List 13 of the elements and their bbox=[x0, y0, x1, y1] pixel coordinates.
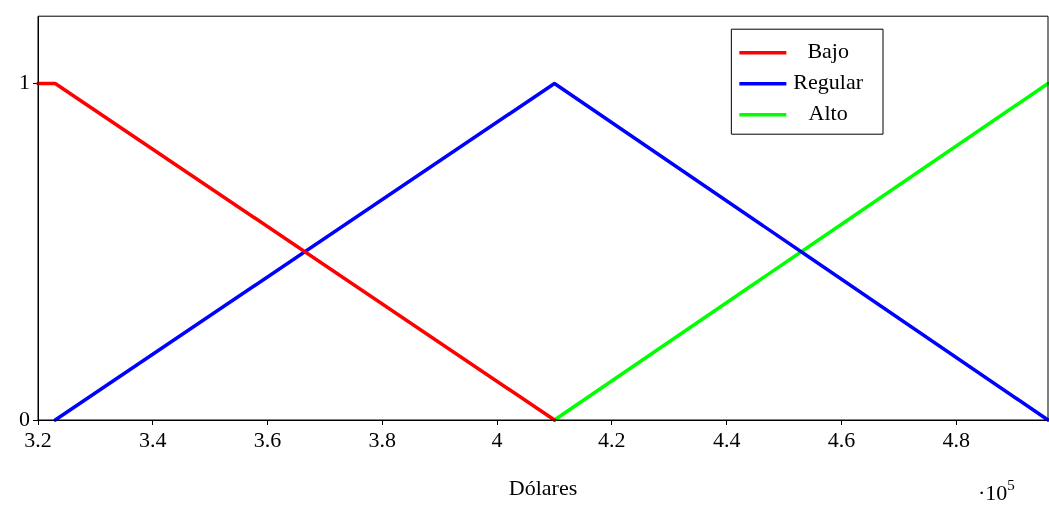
x-tick-label: 3.4 bbox=[139, 426, 167, 452]
legend-label: Alto bbox=[808, 100, 848, 126]
x-axis-title: Dólares bbox=[508, 474, 578, 500]
x-tick-label: 4.8 bbox=[942, 426, 970, 452]
legend-label: Bajo bbox=[807, 38, 849, 64]
x-tick-label: 4.4 bbox=[712, 426, 741, 452]
x-tick-label: 3.8 bbox=[368, 426, 397, 452]
y-tick-label: 1 bbox=[19, 69, 30, 95]
x-tick-label: 4.2 bbox=[598, 426, 626, 452]
legend-label: Regular bbox=[793, 69, 864, 95]
x-tick-label: 4 bbox=[491, 426, 503, 452]
x-tick-label: 4.6 bbox=[827, 426, 856, 452]
x-tick-label: 3.6 bbox=[253, 426, 282, 452]
